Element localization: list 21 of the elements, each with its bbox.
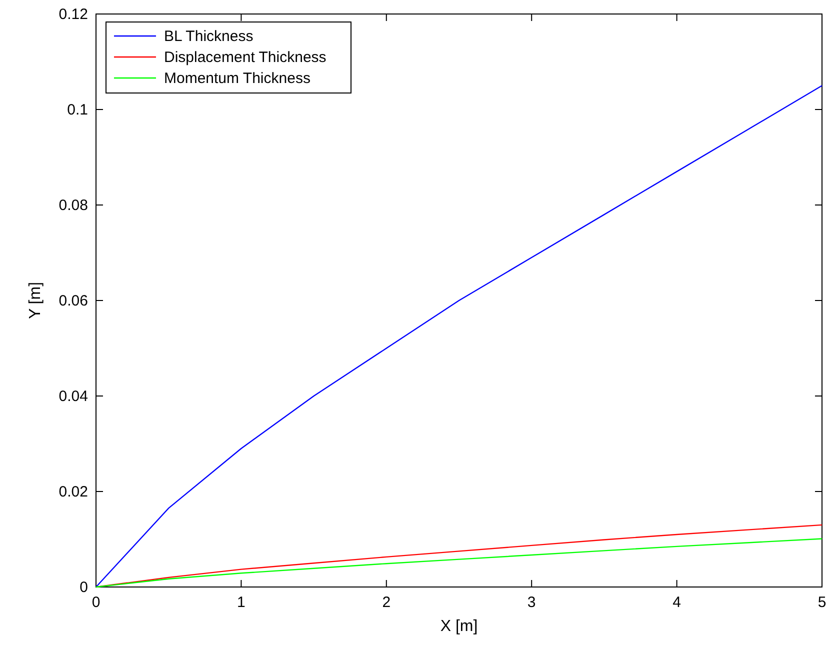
x-tick-label: 4	[672, 594, 681, 611]
y-tick-label: 0.1	[67, 102, 88, 118]
legend-label: Momentum Thickness	[164, 70, 310, 87]
y-tick-label: 0.06	[58, 292, 88, 310]
x-tick-label: 0	[92, 594, 100, 611]
y-tick-label: 0.02	[58, 484, 88, 500]
x-axis-title: X [m]	[440, 618, 478, 635]
x-tick-label: 1	[237, 594, 246, 611]
y-tick-label: 0.04	[58, 388, 88, 405]
y-tick-label: 0.12	[58, 6, 88, 23]
y-tick-label: 0.08	[58, 197, 88, 214]
line-series	[95, 524, 823, 588]
x-tick-label: 3	[527, 594, 536, 611]
legend-label: Displacement Thickness	[164, 49, 326, 66]
x-tick-label: 5	[818, 594, 826, 611]
legend-label: BL Thickness	[164, 28, 254, 45]
line-series	[95, 85, 823, 588]
x-tick-label: 2	[382, 594, 391, 611]
y-axis-title: Y [m]	[27, 282, 44, 320]
line-series	[95, 538, 823, 588]
y-tick-label: 0	[80, 579, 88, 596]
